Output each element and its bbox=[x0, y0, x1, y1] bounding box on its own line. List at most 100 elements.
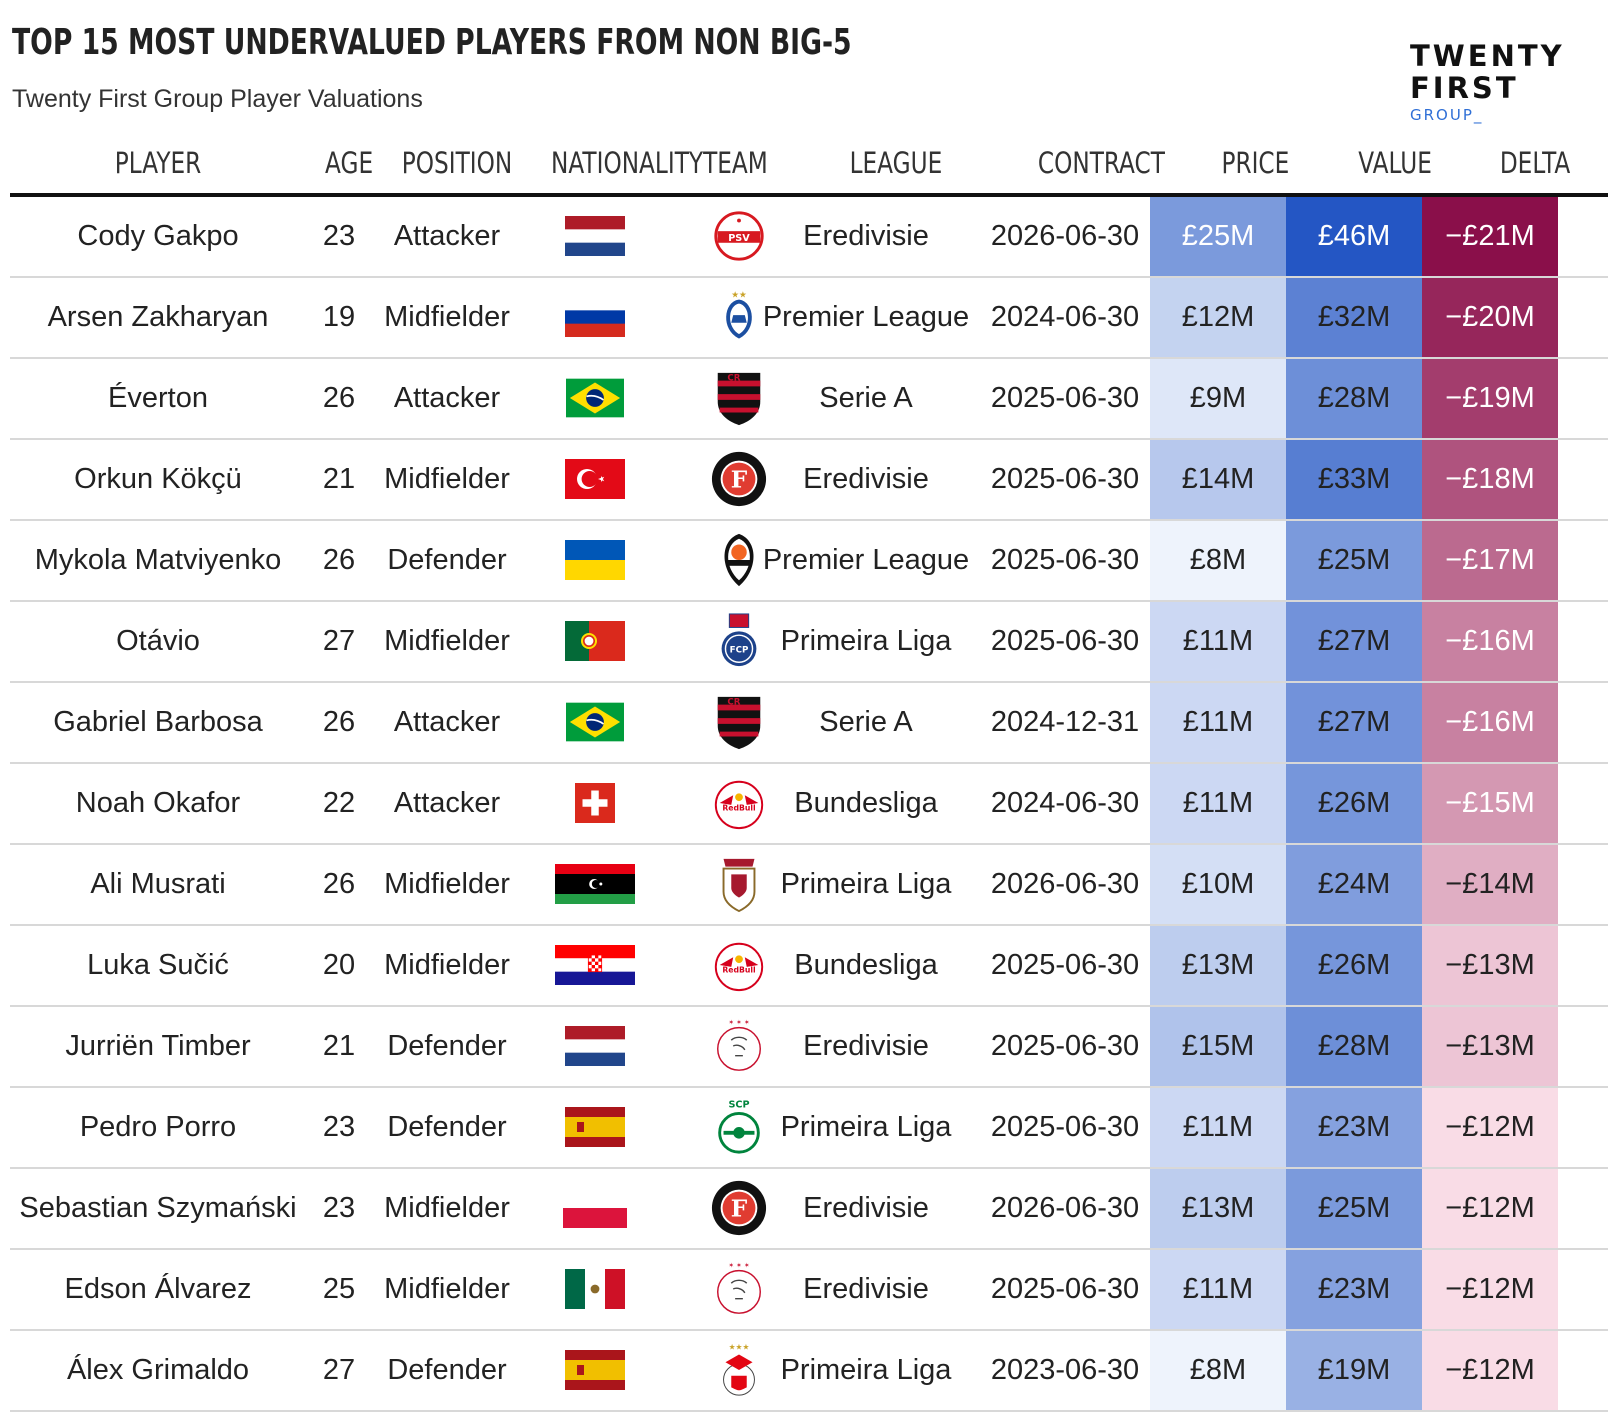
header-nationality: NATIONALITY bbox=[551, 146, 704, 180]
player-contract: 2025-06-30 bbox=[990, 1111, 1140, 1143]
svg-text:F: F bbox=[731, 467, 748, 494]
delta-cell: −£12M bbox=[1422, 1088, 1558, 1169]
player-league: Eredivisie bbox=[803, 1030, 929, 1062]
value-cell: £46M bbox=[1286, 197, 1422, 278]
price-cell: £11M bbox=[1150, 1250, 1286, 1331]
svg-text:PSV: PSV bbox=[728, 233, 750, 244]
value-cell: £26M bbox=[1286, 926, 1422, 1007]
delta-cell: −£19M bbox=[1422, 359, 1558, 440]
value-cell: £25M bbox=[1286, 521, 1422, 602]
porto-crest-icon: FCP bbox=[710, 612, 768, 670]
value-cell: £23M bbox=[1286, 1250, 1422, 1331]
delta-cell: −£16M bbox=[1422, 602, 1558, 683]
price-cell: £8M bbox=[1150, 1331, 1286, 1412]
svg-text:RedBull: RedBull bbox=[722, 804, 755, 813]
ajax-crest-icon: ✶ ✶ ✶ bbox=[710, 1017, 768, 1075]
player-name: Edson Álvarez bbox=[64, 1273, 252, 1305]
player-league: Primeira Liga bbox=[780, 1354, 952, 1386]
brazil-flag-icon bbox=[566, 702, 624, 747]
svg-text:F: F bbox=[731, 1196, 748, 1223]
player-age: 27 bbox=[322, 1354, 356, 1386]
player-name: Ali Musrati bbox=[90, 868, 226, 900]
value-cell: £33M bbox=[1286, 440, 1422, 521]
player-age: 26 bbox=[322, 868, 356, 900]
price-cell: £8M bbox=[1150, 521, 1286, 602]
header-contract: CONTRACT bbox=[1037, 146, 1165, 180]
svg-text:FCP: FCP bbox=[730, 646, 749, 656]
header-divider bbox=[10, 193, 1608, 197]
chart-subtitle: Twenty First Group Player Valuations bbox=[12, 85, 423, 113]
player-position: Midfielder bbox=[384, 949, 510, 981]
logo-line-1: TWENTY bbox=[1410, 39, 1565, 73]
table-row: Cody Gakpo 23 Attacker PSV Eredivisie 2026-06… bbox=[10, 197, 1608, 278]
salzburg-crest-icon: RedBull bbox=[710, 774, 768, 832]
table-row: Jurriën Timber 21 Defender ✶ ✶ ✶ Eredivisie 2… bbox=[10, 1007, 1608, 1088]
player-league: Serie A bbox=[819, 706, 913, 738]
svg-text:CR: CR bbox=[727, 698, 740, 708]
header-team: TEAM bbox=[702, 146, 768, 180]
player-position: Attacker bbox=[393, 220, 501, 252]
delta-cell: −£17M bbox=[1422, 521, 1558, 602]
header-price: PRICE bbox=[1221, 146, 1289, 180]
row-divider bbox=[10, 1329, 1608, 1331]
psv-crest-icon: PSV bbox=[710, 207, 768, 265]
player-position: Midfielder bbox=[384, 868, 510, 900]
price-cell: £11M bbox=[1150, 1088, 1286, 1169]
value-cell: £28M bbox=[1286, 1007, 1422, 1088]
turkey-flag-icon bbox=[565, 459, 625, 504]
delta-cell: −£12M bbox=[1422, 1250, 1558, 1331]
spain-flag-icon bbox=[565, 1350, 625, 1395]
ajax-crest-icon: ✶ ✶ ✶ bbox=[710, 1260, 768, 1318]
svg-text:CR: CR bbox=[727, 374, 740, 384]
player-position: Attacker bbox=[393, 706, 501, 738]
delta-cell: −£15M bbox=[1422, 764, 1558, 845]
player-age: 21 bbox=[322, 463, 356, 495]
row-divider bbox=[10, 681, 1608, 683]
value-cell: £28M bbox=[1286, 359, 1422, 440]
table-row: Éverton 26 Attacker CR Serie A 2025-06-30 £9M £… bbox=[10, 359, 1608, 440]
header-league: LEAGUE bbox=[849, 146, 943, 180]
player-name: Mykola Matviyenko bbox=[34, 544, 282, 576]
header-player: PLAYER bbox=[114, 146, 202, 180]
player-age: 26 bbox=[322, 382, 356, 414]
player-age: 25 bbox=[322, 1273, 356, 1305]
poland-flag-icon bbox=[563, 1188, 627, 1233]
sporting-crest-icon: SCP bbox=[710, 1098, 768, 1156]
table-row: Noah Okafor 22 Attacker RedBull Bundesliga 20… bbox=[10, 764, 1608, 845]
player-age: 27 bbox=[322, 625, 356, 657]
delta-cell: −£13M bbox=[1422, 1007, 1558, 1088]
table-row: Pedro Porro 23 Defender SCP Primeira Liga 202… bbox=[10, 1088, 1608, 1169]
player-league: Bundesliga bbox=[794, 787, 938, 819]
player-name: Sebastian Szymański bbox=[19, 1192, 297, 1224]
value-cell: £23M bbox=[1286, 1088, 1422, 1169]
table-row: Gabriel Barbosa 26 Attacker CR Serie A 2024-1… bbox=[10, 683, 1608, 764]
player-name: Luka Sučić bbox=[87, 949, 229, 981]
table-row: Mykola Matviyenko 26 Defender Premier Leagu… bbox=[10, 521, 1608, 602]
price-cell: £25M bbox=[1150, 197, 1286, 278]
player-name: Arsen Zakharyan bbox=[47, 301, 269, 333]
price-cell: £15M bbox=[1150, 1007, 1286, 1088]
player-contract: 2025-06-30 bbox=[990, 382, 1140, 414]
table-row: Sebastian Szymański 23 Midfielder F Eredivis… bbox=[10, 1169, 1608, 1250]
salzburg-crest-icon: RedBull bbox=[710, 936, 768, 994]
switzerland-flag-icon bbox=[575, 783, 615, 828]
delta-cell: −£12M bbox=[1422, 1331, 1558, 1412]
svg-text:SCP: SCP bbox=[728, 1100, 749, 1111]
delta-cell: −£13M bbox=[1422, 926, 1558, 1007]
player-position: Midfielder bbox=[384, 1273, 510, 1305]
delta-cell: −£20M bbox=[1422, 278, 1558, 359]
feyenoord-crest-icon: F bbox=[710, 1179, 768, 1237]
svg-text:RedBull: RedBull bbox=[722, 966, 755, 975]
twenty-first-group-logo: TWENTY FIRST GROUP_ bbox=[1410, 40, 1570, 130]
row-divider bbox=[10, 276, 1608, 278]
delta-cell: −£16M bbox=[1422, 683, 1558, 764]
price-cell: £12M bbox=[1150, 278, 1286, 359]
player-league: Eredivisie bbox=[803, 1192, 929, 1224]
player-name: Jurriën Timber bbox=[65, 1030, 251, 1062]
player-position: Midfielder bbox=[384, 463, 510, 495]
netherlands-flag-icon bbox=[565, 216, 625, 261]
svg-text:★★: ★★ bbox=[731, 291, 747, 301]
player-name: Orkun Kökçü bbox=[74, 463, 242, 495]
price-cell: £11M bbox=[1150, 602, 1286, 683]
player-name: Otávio bbox=[116, 625, 200, 657]
